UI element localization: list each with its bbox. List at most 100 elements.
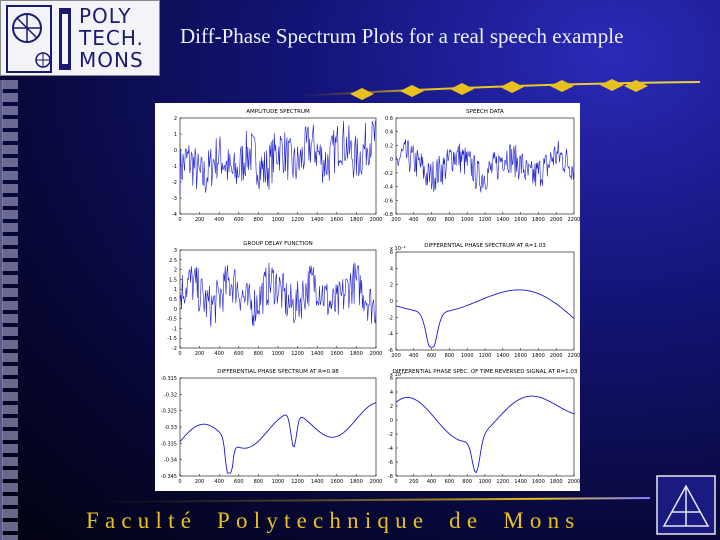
x-tick-label: 800 xyxy=(254,479,264,485)
x-tick-label: 1600 xyxy=(514,353,527,359)
x-tick-label: 1400 xyxy=(311,479,324,485)
y-tick-label: -2 xyxy=(172,180,177,186)
y-tick-label: -0.6 xyxy=(383,198,393,204)
decor xyxy=(0,80,3,540)
x-tick-label: 200 xyxy=(195,351,205,357)
plot-title: DIFFERENTIAL PHASE SPEC. OF TIME REVERSE… xyxy=(393,369,578,375)
x-tick-label: 2000 xyxy=(370,479,383,485)
footer: Faculté Polytechnique de Mons xyxy=(86,508,581,533)
x-tick-label: 600 xyxy=(234,351,244,357)
y-tick-label: 0 xyxy=(390,299,393,305)
curve xyxy=(179,402,377,474)
x-tick-label: 1800 xyxy=(532,353,545,359)
axis-multiplier: x 10⁻³ xyxy=(390,372,406,378)
logo-line: MONS xyxy=(79,48,144,72)
x-tick-label: 1200 xyxy=(291,217,304,223)
x-tick-label: 1800 xyxy=(550,479,563,485)
curve xyxy=(395,139,575,193)
y-tick-label: -3 xyxy=(172,196,177,202)
y-tick-label: 0 xyxy=(390,418,393,424)
y-tick-label: 0.2 xyxy=(385,143,393,149)
x-tick-label: 1600 xyxy=(514,217,527,223)
x-tick-label: 1400 xyxy=(311,217,324,223)
x-tick-label: 0 xyxy=(178,217,181,223)
x-tick-label: 1000 xyxy=(461,353,474,359)
x-tick-label: 1200 xyxy=(291,351,304,357)
slide-title: Diff-Phase Spectrum Plots for a real spe… xyxy=(180,24,624,48)
diamonds xyxy=(350,79,648,100)
y-tick-label: -4 xyxy=(388,332,393,338)
y-tick-label: 1 xyxy=(174,287,177,293)
x-tick-label: 1400 xyxy=(496,217,509,223)
x-tick-label: 400 xyxy=(427,479,437,485)
plot-title: GROUP DELAY FUNCTION xyxy=(243,241,312,247)
curve xyxy=(395,395,575,474)
y-tick-label: 0.4 xyxy=(385,130,393,136)
x-tick-label: 400 xyxy=(214,351,224,357)
x-tick-label: 1600 xyxy=(330,479,343,485)
y-tick-label: 2 xyxy=(390,404,393,410)
x-tick-label: 1600 xyxy=(330,217,343,223)
x-tick-label: 2000 xyxy=(550,217,563,223)
plot-title: DIFFERENTIAL PHASE SPECTRUM AT R=0.98 xyxy=(217,369,339,375)
x-tick-label: 1400 xyxy=(514,479,527,485)
x-tick-label: 1200 xyxy=(479,353,492,359)
x-tick-label: 1600 xyxy=(532,479,545,485)
x-tick-label: 1400 xyxy=(496,353,509,359)
x-tick-label: 1800 xyxy=(532,217,545,223)
y-tick-label: -0.335 xyxy=(161,441,177,447)
x-tick-label: 2000 xyxy=(550,353,563,359)
y-tick-label: 2.5 xyxy=(169,258,177,264)
plot-title: DIFFERENTIAL PHASE SPECTRUM AT R=1.03 xyxy=(424,243,546,249)
y-tick-label: 0.6 xyxy=(385,116,393,122)
y-tick-label: 4 xyxy=(390,266,393,272)
y-tick-label: -0.345 xyxy=(161,474,177,480)
x-tick-label: 1400 xyxy=(311,351,324,357)
x-tick-label: 1000 xyxy=(461,217,474,223)
x-tick-label: 200 xyxy=(391,353,401,359)
y-tick-label: 0.5 xyxy=(169,297,177,303)
x-tick-label: 2000 xyxy=(370,351,383,357)
x-tick-label: 2000 xyxy=(568,479,581,485)
x-tick-label: 1000 xyxy=(272,351,285,357)
y-tick-label: 0 xyxy=(174,148,177,154)
y-tick-label: -8 xyxy=(388,474,393,480)
axis-multiplier: x 10⁻³ xyxy=(390,246,406,252)
y-tick-label: 1.5 xyxy=(169,277,177,283)
logo: POLY TECH. MONS xyxy=(0,0,160,76)
x-tick-label: 400 xyxy=(214,479,224,485)
y-tick-label: 6 xyxy=(390,376,393,382)
x-tick-label: 800 xyxy=(445,353,455,359)
y-tick-label: -0.2 xyxy=(383,171,393,177)
plot-title: SPEECH DATA xyxy=(466,109,504,115)
y-tick-label: 4 xyxy=(390,390,393,396)
x-tick-label: 1000 xyxy=(479,479,492,485)
y-tick-label: -1 xyxy=(172,164,177,170)
y-tick-label: -2 xyxy=(388,315,393,321)
y-tick-label: 2 xyxy=(174,116,177,122)
x-tick-label: 2200 xyxy=(568,217,581,223)
x-tick-label: 1000 xyxy=(272,479,285,485)
x-tick-label: 800 xyxy=(254,351,264,357)
x-tick-label: 400 xyxy=(214,217,224,223)
x-tick-label: 600 xyxy=(234,217,244,223)
y-tick-label: -2 xyxy=(388,432,393,438)
x-tick-label: 2000 xyxy=(370,217,383,223)
decor-strip xyxy=(2,80,18,540)
y-tick-label: -4 xyxy=(388,446,393,452)
x-tick-label: 0 xyxy=(178,479,181,485)
x-tick-label: 600 xyxy=(234,479,244,485)
x-tick-label: 600 xyxy=(427,217,437,223)
y-tick-label: -0.325 xyxy=(161,409,177,415)
y-tick-label: -6 xyxy=(388,348,393,354)
x-tick-label: 200 xyxy=(195,479,205,485)
logo-line: POLY xyxy=(79,4,132,28)
x-tick-label: 0 xyxy=(178,351,181,357)
x-tick-label: 1600 xyxy=(330,351,343,357)
x-tick-label: 1200 xyxy=(291,479,304,485)
x-tick-label: 1000 xyxy=(272,217,285,223)
x-tick-label: 800 xyxy=(254,217,264,223)
x-tick-label: 800 xyxy=(462,479,472,485)
